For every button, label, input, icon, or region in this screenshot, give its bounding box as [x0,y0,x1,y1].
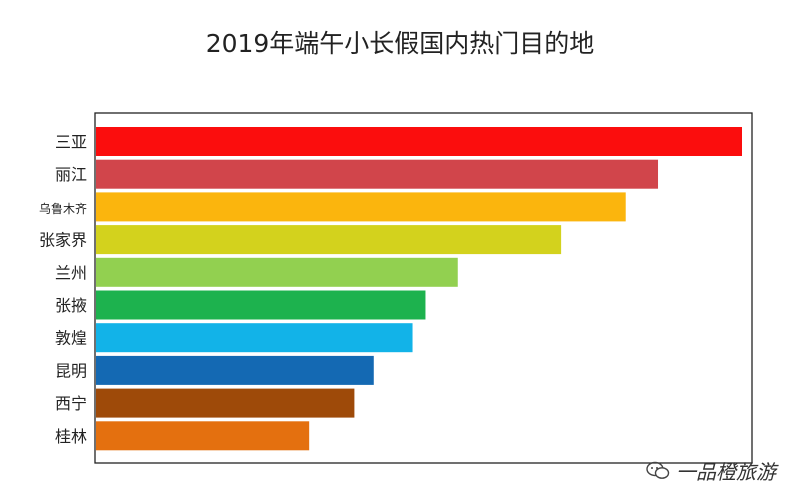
bar-7 [96,323,413,353]
y-tick-label: 张家界 [39,231,87,250]
bar-4 [96,225,562,255]
bar-2 [96,159,659,189]
y-tick-label: 乌鲁木齐 [39,201,87,216]
y-tick-label: 西宁 [55,394,87,413]
bar-10 [96,421,310,451]
bar-3 [96,192,626,222]
y-tick-label: 兰州 [55,263,87,282]
y-tick-label: 张掖 [55,296,87,315]
chart-title: 2019年端午小长假国内热门目的地 [205,29,595,58]
y-tick-label: 敦煌 [55,329,87,348]
wechat-icon [646,461,670,479]
bar-8 [96,355,374,385]
y-tick-label: 桂林 [55,427,87,446]
bar-9 [96,388,355,418]
bar-5 [96,257,458,287]
watermark: 一品橙旅游 [646,456,776,485]
watermark-text: 一品橙旅游 [676,460,776,484]
bar-1 [96,127,742,156]
y-tick-label: 丽江 [55,165,87,184]
plot-frame [94,112,753,464]
y-tick-label: 昆明 [55,361,87,380]
bar-6 [96,290,426,320]
y-tick-label: 三亚 [55,133,87,152]
